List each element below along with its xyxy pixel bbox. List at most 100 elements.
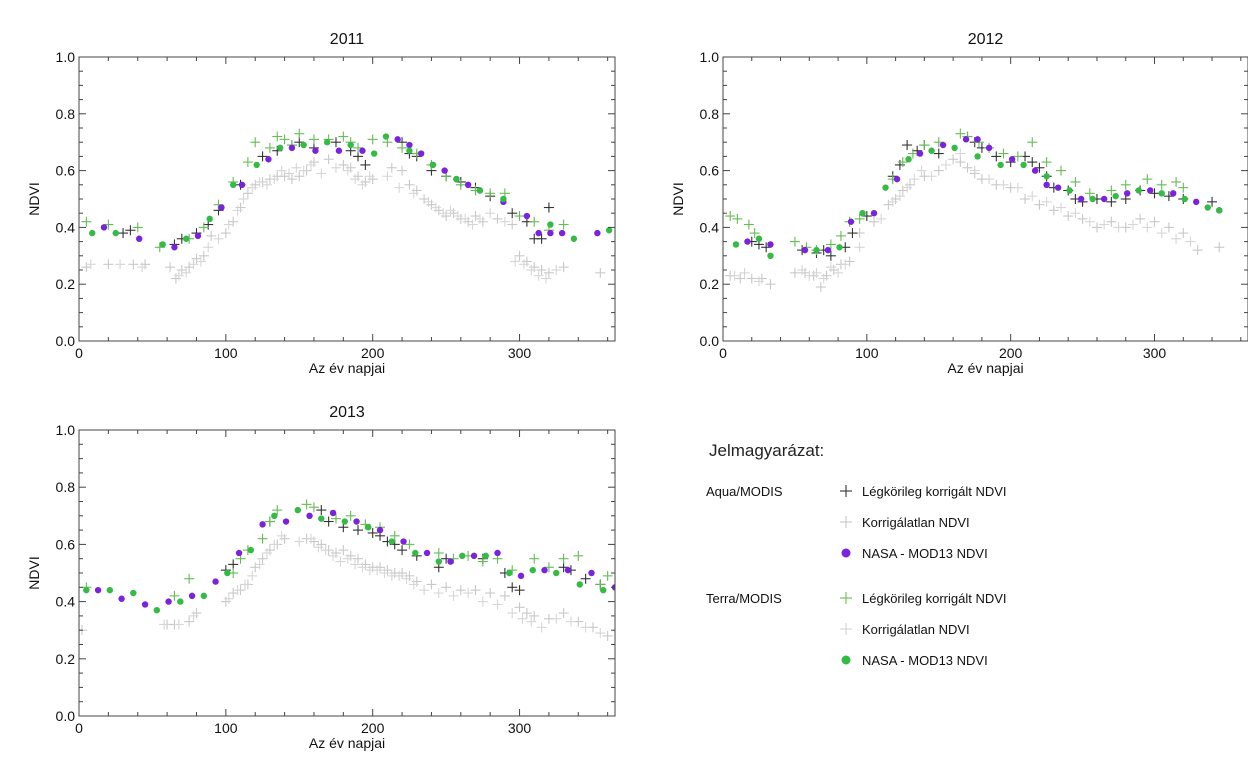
data-point <box>453 175 460 183</box>
data-point <box>1216 207 1223 214</box>
data-point <box>438 208 449 219</box>
data-point <box>433 547 444 558</box>
data-point <box>250 562 261 573</box>
data-point <box>602 630 613 641</box>
data-point <box>547 221 554 228</box>
data-point <box>836 244 843 251</box>
data-point <box>526 265 537 275</box>
data-point <box>376 526 384 534</box>
data-point <box>181 267 192 278</box>
data-point <box>328 550 339 561</box>
data-point <box>441 582 452 593</box>
data-point <box>890 194 901 204</box>
data-point <box>357 179 368 190</box>
data-point <box>951 144 958 152</box>
data-point <box>464 181 472 188</box>
x-tick-label: 100 <box>214 345 238 361</box>
data-point <box>1127 219 1138 230</box>
data-point <box>283 168 294 179</box>
data-point <box>1031 167 1039 174</box>
data-point <box>338 159 349 170</box>
data-point <box>400 538 407 545</box>
data-point <box>1146 187 1154 194</box>
data-point <box>526 616 537 627</box>
legend-item-label: Légkörileg korrigált NDVI <box>862 591 1007 606</box>
data-point <box>507 219 518 230</box>
data-point <box>213 233 224 244</box>
data-point <box>859 210 866 217</box>
data-point <box>389 530 400 541</box>
data-point <box>854 213 865 224</box>
data-point <box>103 259 114 270</box>
series-aqua_corrected <box>220 505 606 596</box>
data-point <box>948 154 959 165</box>
data-point <box>323 154 334 165</box>
data-point <box>426 579 437 590</box>
data-point <box>902 140 913 151</box>
data-point <box>1077 195 1085 203</box>
data-point <box>353 553 364 564</box>
plot-area <box>725 128 1225 293</box>
data-point <box>580 573 591 584</box>
data-point <box>939 141 947 149</box>
data-point <box>529 610 540 621</box>
data-point <box>282 518 290 525</box>
data-point <box>521 608 532 619</box>
data-point <box>467 219 478 230</box>
data-point <box>301 499 312 510</box>
data-point <box>797 265 808 275</box>
y-tick-label: 0.8 <box>56 479 76 495</box>
data-point <box>404 179 415 190</box>
data-point <box>441 167 448 174</box>
data-point <box>200 592 208 600</box>
x-tick-label: 100 <box>214 720 238 736</box>
data-point <box>430 202 441 213</box>
data-point <box>360 559 371 570</box>
data-point <box>595 579 606 590</box>
data-point <box>165 598 172 605</box>
data-point <box>588 569 595 577</box>
x-tick-label: 200 <box>999 345 1023 361</box>
data-point <box>1170 190 1177 197</box>
data-point <box>909 174 920 185</box>
data-point <box>521 256 532 267</box>
x-tick-label: 300 <box>1143 345 1167 361</box>
data-point <box>118 595 125 602</box>
legend-group-1: Terra/MODIS Légkörileg korrigált NDVI Korr… <box>706 591 1007 668</box>
data-point <box>1171 233 1182 244</box>
data-point <box>320 545 331 556</box>
data-point <box>271 512 278 519</box>
data-point <box>904 179 915 190</box>
data-point <box>804 270 815 281</box>
data-point <box>1066 187 1073 194</box>
legend-marker <box>841 548 851 558</box>
legend-marker <box>840 516 852 528</box>
data-point <box>507 608 518 619</box>
data-point <box>253 161 260 169</box>
x-tick-label: 0 <box>75 720 83 736</box>
series-terra_corrected <box>81 128 569 253</box>
data-point <box>198 222 209 233</box>
series-aqua_corrected <box>746 131 1218 261</box>
data-point <box>1156 179 1167 190</box>
data-point <box>330 137 341 148</box>
data-point <box>408 579 419 590</box>
series-terra_uncorrected <box>159 530 606 639</box>
data-point <box>89 229 96 237</box>
data-point <box>397 545 408 556</box>
data-point <box>359 147 366 154</box>
data-point <box>499 216 510 227</box>
data-point <box>350 559 361 570</box>
data-point <box>342 553 353 564</box>
data-point <box>825 250 836 261</box>
plot-frame <box>78 429 616 717</box>
data-point <box>840 259 851 270</box>
data-point <box>173 619 184 630</box>
data-point <box>417 150 425 157</box>
data-point <box>529 566 536 574</box>
data-point <box>485 208 496 219</box>
data-point <box>735 273 746 284</box>
data-point <box>463 216 474 227</box>
data-point <box>543 267 554 278</box>
